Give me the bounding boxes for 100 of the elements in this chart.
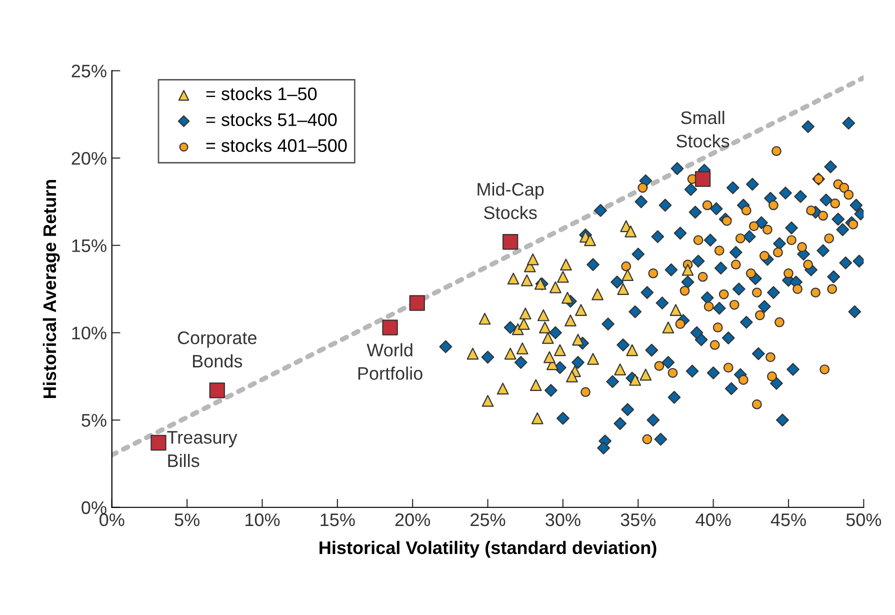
point bbox=[762, 224, 772, 235]
point bbox=[773, 247, 783, 258]
point bbox=[538, 322, 551, 334]
point bbox=[792, 284, 802, 294]
point bbox=[518, 318, 530, 330]
x-tick-label: 30% bbox=[546, 513, 580, 526]
point bbox=[516, 342, 528, 354]
point bbox=[520, 274, 533, 286]
x-tick-label: 40% bbox=[696, 513, 731, 526]
point bbox=[759, 250, 770, 261]
point bbox=[507, 272, 520, 285]
point bbox=[766, 352, 776, 362]
point bbox=[827, 284, 838, 294]
point bbox=[752, 399, 762, 410]
point bbox=[702, 200, 712, 210]
point bbox=[746, 268, 756, 278]
point bbox=[496, 382, 509, 395]
point bbox=[557, 270, 569, 283]
point bbox=[723, 362, 734, 373]
point bbox=[784, 268, 794, 278]
y-tick-label: 25% bbox=[72, 64, 106, 78]
annotation: Small Stocks bbox=[676, 110, 730, 148]
point bbox=[748, 221, 759, 232]
point bbox=[584, 234, 596, 246]
annotation: Mid-Cap Stocks bbox=[478, 182, 544, 220]
point bbox=[848, 219, 858, 230]
point bbox=[818, 210, 828, 221]
point bbox=[820, 364, 830, 374]
point bbox=[714, 246, 724, 256]
point bbox=[675, 319, 686, 329]
x-tick-label: 5% bbox=[174, 513, 200, 526]
point bbox=[662, 322, 674, 334]
point bbox=[640, 368, 652, 381]
point bbox=[542, 332, 554, 344]
x-tick-label: 20% bbox=[395, 513, 430, 526]
y-axis-title: Historical Average Return bbox=[42, 180, 60, 398]
point bbox=[824, 233, 834, 244]
point bbox=[648, 268, 658, 278]
annotation: World Portfolio bbox=[358, 343, 422, 380]
annotation: Corporate Bonds bbox=[178, 331, 256, 368]
x-tick-label: 25% bbox=[470, 513, 506, 526]
point bbox=[806, 206, 816, 216]
point bbox=[566, 370, 578, 382]
point bbox=[729, 300, 740, 310]
point bbox=[560, 258, 572, 271]
point bbox=[626, 344, 638, 356]
x-tick-label: 10% bbox=[246, 513, 280, 526]
point bbox=[621, 261, 632, 272]
y-tick-label: 10% bbox=[72, 326, 106, 340]
point bbox=[519, 308, 532, 320]
point bbox=[624, 225, 637, 238]
point bbox=[718, 289, 729, 300]
point bbox=[575, 304, 587, 316]
point bbox=[738, 374, 748, 385]
point bbox=[642, 434, 652, 444]
point bbox=[478, 312, 491, 325]
point bbox=[670, 304, 682, 316]
point bbox=[693, 235, 704, 246]
point bbox=[587, 352, 599, 365]
point bbox=[722, 216, 732, 226]
y-tick-label: 0% bbox=[82, 501, 106, 514]
point bbox=[614, 363, 626, 376]
point bbox=[482, 394, 494, 407]
point bbox=[682, 264, 694, 276]
y-tick-label: 15% bbox=[72, 239, 106, 252]
point bbox=[592, 288, 604, 300]
point bbox=[830, 198, 840, 208]
point bbox=[810, 288, 821, 298]
point bbox=[502, 234, 518, 250]
point bbox=[550, 281, 562, 294]
x-tick-label: 50% bbox=[846, 513, 882, 526]
point bbox=[572, 334, 584, 346]
point bbox=[526, 253, 539, 266]
point bbox=[803, 260, 813, 270]
point bbox=[209, 382, 225, 398]
annotation: Treasury Bills bbox=[167, 431, 238, 468]
point bbox=[698, 272, 708, 282]
legend-label: = stocks 401–500 bbox=[206, 138, 347, 152]
point bbox=[638, 182, 648, 193]
point bbox=[680, 286, 690, 296]
point bbox=[797, 242, 807, 252]
y-tick-label: 20% bbox=[72, 152, 106, 165]
point bbox=[654, 360, 664, 371]
point bbox=[564, 314, 576, 326]
point bbox=[629, 374, 642, 386]
point bbox=[752, 288, 762, 298]
point bbox=[735, 233, 746, 244]
legend-label: = stocks 51–400 bbox=[206, 112, 337, 126]
x-tick-label: 35% bbox=[620, 513, 656, 526]
point bbox=[531, 412, 544, 424]
point bbox=[768, 200, 778, 210]
x-tick-label: 15% bbox=[320, 513, 355, 526]
point bbox=[844, 190, 854, 200]
point bbox=[754, 310, 765, 320]
point bbox=[382, 320, 398, 336]
point bbox=[466, 348, 479, 360]
point bbox=[839, 182, 850, 193]
point bbox=[730, 260, 741, 270]
legend-label: = stocks 1–50 bbox=[206, 86, 317, 100]
point bbox=[554, 344, 566, 356]
